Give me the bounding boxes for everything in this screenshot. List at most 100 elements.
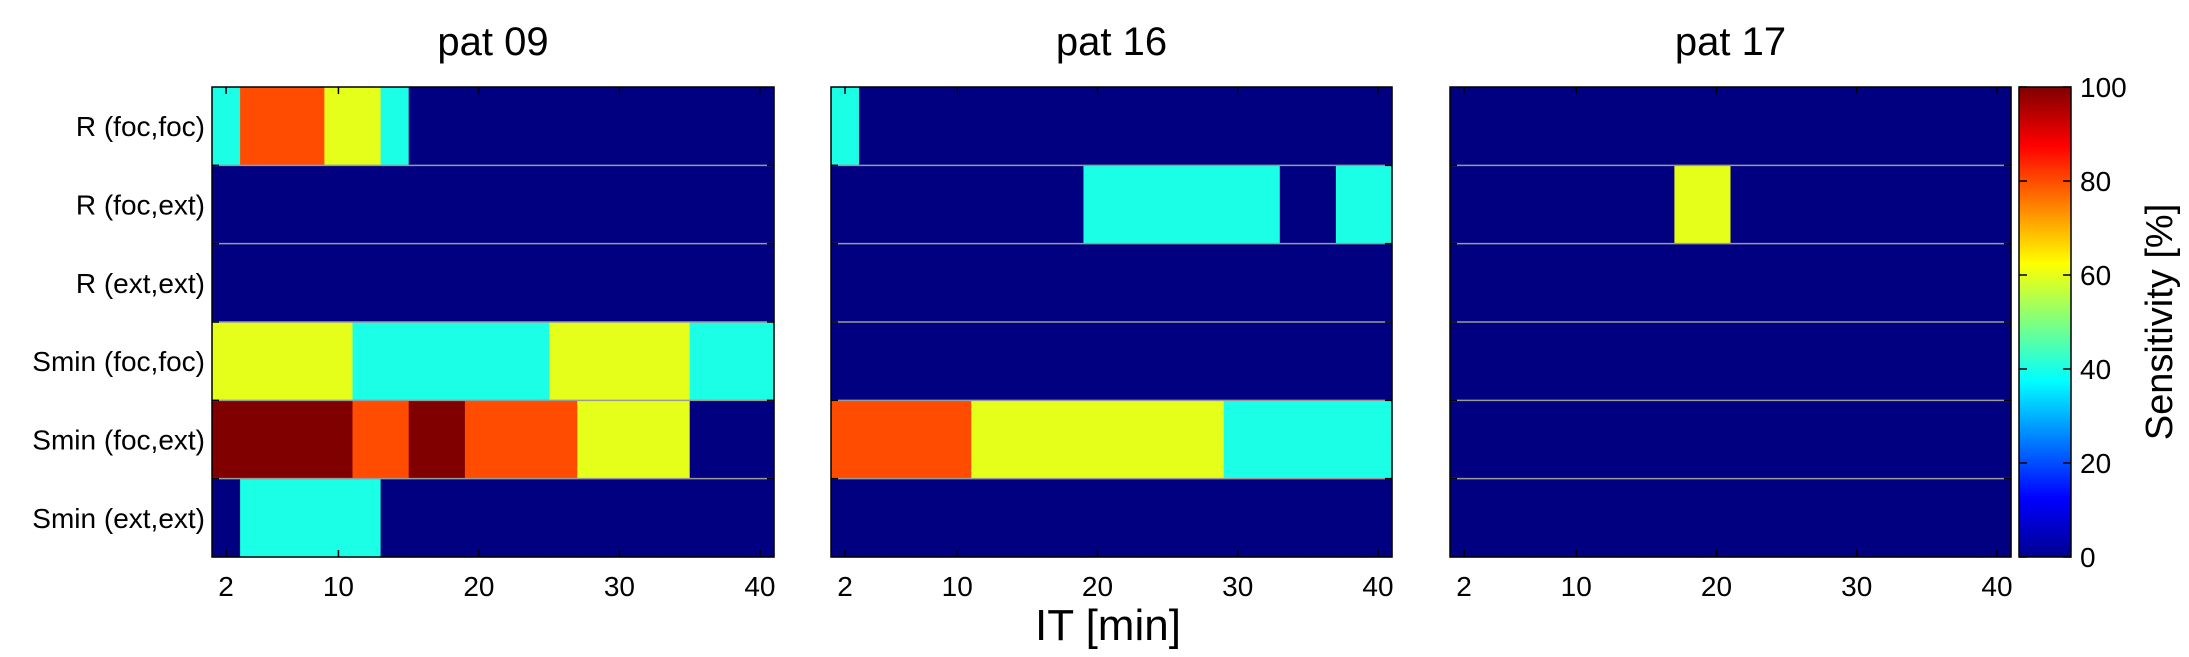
heatmap-cell (1730, 478, 1760, 558)
heatmap-cell (915, 87, 944, 166)
heatmap-cell (549, 322, 578, 401)
x-tick-label: 20 (1082, 571, 1113, 602)
x-tick-label: 30 (1841, 571, 1872, 602)
heatmap-cell (1534, 478, 1563, 558)
heatmap-cell (1478, 322, 1507, 401)
heatmap-cell (831, 322, 860, 401)
heatmap-cell (1279, 87, 1309, 166)
heatmap-cell (1335, 243, 1365, 323)
heatmap-cell (1730, 165, 1760, 245)
heatmap-cell (1702, 322, 1732, 401)
heatmap-cell (1646, 243, 1675, 323)
heatmap-cell (296, 322, 325, 401)
heatmap-cell (1027, 87, 1056, 166)
heatmap-cell (493, 165, 522, 245)
heatmap-cell (1139, 165, 1169, 245)
heatmap-cell (1814, 322, 1844, 401)
heatmap-cell (1279, 400, 1309, 480)
heatmap-cell (915, 400, 944, 480)
heatmap-cell (1307, 322, 1337, 401)
heatmap-cell (971, 165, 1000, 245)
colorbar-tick-label: 100 (2080, 72, 2127, 103)
heatmap-cell (1534, 165, 1563, 245)
heatmap-cell (915, 165, 944, 245)
colorbar-tick-label: 80 (2080, 166, 2111, 197)
heatmap-cell (1307, 165, 1337, 245)
heatmap-cell (717, 243, 747, 323)
heatmap-cell (268, 87, 297, 166)
heatmap-cell (296, 400, 325, 480)
heatmap-cell (352, 478, 382, 558)
heatmap-cell (689, 165, 719, 245)
heatmap-cell (1702, 478, 1732, 558)
heatmap-cell (1562, 478, 1591, 558)
heatmap-cell (1478, 87, 1507, 166)
heatmap-cell (577, 400, 606, 480)
heatmap-cell (831, 243, 860, 323)
x-tick-label: 30 (1222, 571, 1253, 602)
heatmap-cell (1590, 243, 1619, 323)
heatmap-cell (1618, 400, 1647, 480)
heatmap-cell (408, 400, 438, 480)
heatmap-cell (268, 322, 297, 401)
heatmap-cell (1534, 400, 1563, 480)
heatmap-cell (240, 400, 269, 480)
panel-title: pat 09 (437, 20, 548, 64)
heatmap-cell (1898, 478, 1928, 558)
heatmap-cell (1926, 322, 1956, 401)
heatmap-cell (1898, 243, 1928, 323)
heatmap-cell (943, 400, 972, 480)
heatmap-cell (1926, 400, 1956, 480)
heatmap-cell (1786, 165, 1816, 245)
heatmap-cell (1982, 87, 2012, 166)
heatmap-cell (1898, 400, 1928, 480)
heatmap-cell (1506, 478, 1535, 558)
colorbar-tick-label: 60 (2080, 260, 2111, 291)
row-label: Smin (ext,ext) (32, 503, 205, 534)
heatmap-cell (689, 322, 719, 401)
heatmap-cell (1279, 243, 1309, 323)
heatmap-cell (1195, 400, 1225, 480)
heatmap-cell (240, 243, 269, 323)
heatmap-cell (1842, 400, 1872, 480)
heatmap-cell (1083, 322, 1113, 401)
heatmap-cell (1195, 243, 1225, 323)
heatmap-cell (1590, 87, 1619, 166)
panel-title: pat 17 (1675, 20, 1786, 64)
heatmap-cell (689, 243, 719, 323)
heatmap-cell (717, 400, 747, 480)
heatmap-cell (268, 165, 297, 245)
heatmap-cell (745, 478, 775, 558)
heatmap-cell (661, 243, 691, 323)
heatmap-cell (1786, 87, 1816, 166)
heatmap-cell (1111, 243, 1141, 323)
heatmap-cell (887, 400, 916, 480)
heatmap-cell (493, 400, 522, 480)
heatmap-cell (1982, 243, 2012, 323)
panel-title: pat 16 (1056, 20, 1167, 64)
heatmap-cell (1111, 322, 1141, 401)
heatmap-cell (1450, 87, 1479, 166)
heatmap-cell (1758, 87, 1788, 166)
x-tick-label: 2 (837, 571, 853, 602)
heatmap-cell (380, 478, 410, 558)
heatmap-cell (1223, 400, 1253, 480)
heatmap-cell (971, 322, 1000, 401)
heatmap-cell (1506, 322, 1535, 401)
heatmap-cell (1562, 400, 1591, 480)
panel-0: 2 10 20 30 40 pat 09 (211, 20, 776, 602)
heatmap-cell (436, 322, 466, 401)
heatmap-cell (1139, 400, 1169, 480)
heatmap-cell (493, 243, 522, 323)
heatmap-cell (549, 165, 578, 245)
heatmap-cell (1926, 165, 1956, 245)
heatmap-cell (1055, 165, 1085, 245)
colorbar-tick-label: 20 (2080, 448, 2111, 479)
heatmap-cell (1139, 87, 1169, 166)
heatmap-cell (1279, 322, 1309, 401)
x-tick-label: 10 (1561, 571, 1592, 602)
heatmap-cell (1758, 243, 1788, 323)
heatmap-cell (1027, 322, 1056, 401)
heatmap-cell (1506, 87, 1535, 166)
heatmap-cell (352, 165, 382, 245)
